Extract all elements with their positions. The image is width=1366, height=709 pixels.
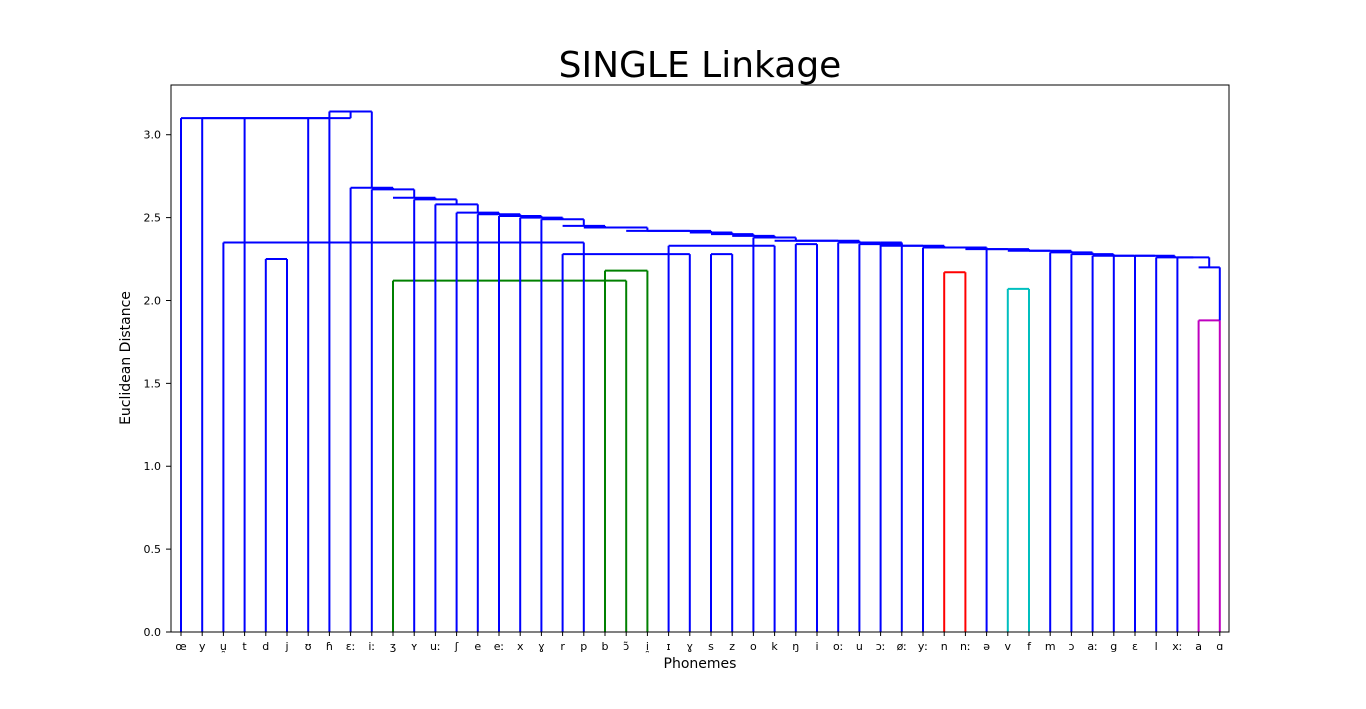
leaf-label: ʒ [390,640,396,653]
leaf-label: ə [983,640,990,653]
leaf-label: ɣ [538,640,545,653]
leaf-label: ʏ [411,640,418,653]
leaf-label: ʃ [454,640,459,653]
leaf-label: i [815,640,818,653]
leaf-label: xː [1172,640,1182,653]
y-tick-label: 0.5 [144,543,162,556]
leaf-label: y [199,640,206,653]
leaf-label: ɑ [1216,640,1223,653]
y-tick-label: 2.0 [144,294,162,307]
leaf-label: j [284,640,288,653]
leaf-label: z [729,640,735,653]
leaf-label: yː [918,640,928,653]
leaf-label: e [474,640,481,653]
leaf-label: ɛ [1132,640,1138,653]
leaf-label: l [1155,640,1158,653]
leaf-label: m [1045,640,1056,653]
leaf-label: ɛː [346,640,356,653]
leaf-label: iː [368,640,375,653]
leaf-label: r [560,640,565,653]
leaf-label: ɦ [326,640,333,653]
leaf-label: ɪ [667,640,671,653]
leaf-label: s [708,640,714,653]
leaf-label: v [1005,640,1012,653]
leaf-label: p [580,640,587,653]
leaf-label: øː [897,640,907,653]
leaf-label: u̯ [220,640,227,653]
leaf-label: b [602,640,609,653]
leaf-label: t [242,640,247,653]
leaf-label: x [517,640,524,653]
leaf-label: nː [960,640,971,653]
chart-title: SINGLE Linkage [559,45,842,86]
leaf-label: eː [494,640,504,653]
leaf-label: œ [175,640,186,653]
y-axis-label: Euclidean Distance [118,291,134,425]
leaf-label: i̯ [645,640,649,653]
plot-frame [170,84,1230,633]
leaf-label: f [1027,640,1032,653]
leaf-label: aː [1087,640,1097,653]
leaf-label: g [1110,640,1117,653]
leaf-label: a [1195,640,1202,653]
leaf-label: ɔ [1068,640,1074,653]
leaf-label: d [262,640,269,653]
leaf-label: ɔ̃ [623,640,629,653]
x-axis: œ y u̯ t d j ʊ ɦ ɛː iː ʒ ʏ uː ʃ e eː x ɣ r p b ɔ̃ i̯ ɪ ɣ s z o k ŋ i oː… [175,632,1223,653]
leaf-label: k [771,640,778,653]
leaf-label: ŋ [792,640,799,653]
y-tick-label: 1.5 [144,377,162,390]
leaf-label: oː [833,640,843,653]
y-tick-label: 0.0 [144,626,162,639]
leaf-label: n [941,640,948,653]
leaf-label: uː [430,640,441,653]
leaf-label: ʊ [305,640,312,653]
plot-area [180,110,1221,632]
y-tick-label: 1.0 [144,460,162,473]
y-axis: 0.0 0.5 1.0 1.5 2.0 2.5 3.0 [144,129,171,639]
leaf-label: ɣ [687,640,694,653]
y-tick-label: 2.5 [144,212,162,225]
x-axis-label: Phonemes [664,656,737,672]
leaf-label: o [750,640,757,653]
leaf-label: ɔː [876,640,886,653]
y-tick-label: 3.0 [144,129,162,142]
leaf-label: u [856,640,863,653]
